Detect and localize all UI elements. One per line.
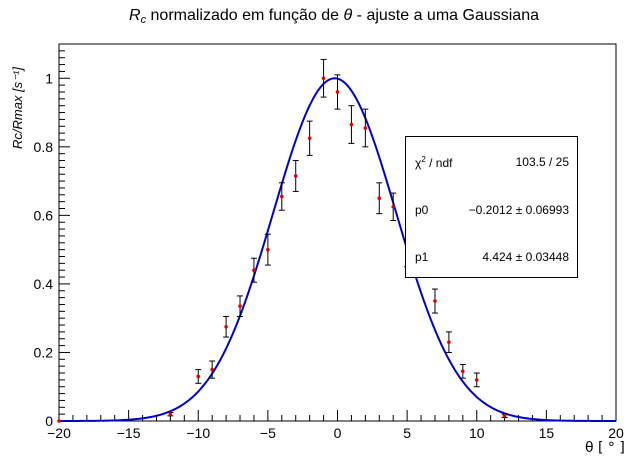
y-tick-label: 0 [45,413,53,429]
stats-row-p0: p0 −0.2012 ± 0.06993 [415,203,569,219]
data-point-group [278,182,285,211]
data-point-group [445,331,452,353]
data-point [447,340,451,344]
x-tick-label: 0 [334,425,342,441]
x-tick-label: −20 [47,425,71,441]
data-point [502,414,507,418]
stats-row-chi2: χ2 / ndf 103.5 / 25 [415,155,569,171]
x-tick-label: −5 [260,425,276,441]
x-tick-label: 15 [539,425,555,441]
data-point-group [209,360,216,379]
data-point-group [390,192,397,222]
stats-value: 103.5 / 25 [515,155,569,169]
data-point-group [320,58,327,98]
title-theta: θ [344,7,353,24]
x-tick-label: 5 [403,425,411,441]
x-tick-label: −10 [186,425,210,441]
stats-key: χ2 / ndf [415,155,453,170]
y-tick-label: 0.6 [34,207,54,223]
data-point [433,299,437,303]
stats-value: 4.424 ± 0.03448 [482,250,569,264]
data-point-group [431,288,438,314]
x-tick-label: 10 [469,425,485,441]
data-point [307,136,312,141]
data-point-group [348,105,355,144]
data-point [293,174,298,178]
data-point-group [376,182,383,215]
y-tick-label: 0.2 [34,344,54,360]
x-tick-label: −15 [117,425,141,441]
data-point-group [459,363,466,379]
title-r: R [129,7,141,24]
data-point [57,419,61,423]
data-point [461,369,465,374]
data-point-group [223,315,230,338]
data-point [321,76,326,81]
data-point-group [306,120,313,156]
y-tick-label: 1 [45,70,53,86]
data-point-group [237,295,244,317]
x-tick-label: 20 [608,425,624,441]
data-point-group [501,413,508,419]
data-point [349,122,354,127]
title-sub: c [141,14,147,26]
data-point [238,304,242,308]
x-axis: −20 −15 −10 −5 0 5 10 15 20 [47,410,624,441]
stats-key: p0 [415,203,429,217]
y-tick-label: 0.4 [34,276,54,292]
data-point [363,126,368,130]
data-point-group [334,74,341,110]
stats-value: −0.2012 ± 0.06993 [468,203,569,217]
chart-title: Rc normalizado em função de θ - ajuste a… [129,7,539,26]
data-point-group [362,108,369,148]
data-point [280,194,284,199]
data-point [391,204,396,209]
data-point-group [250,257,257,283]
data-point [335,90,340,94]
data-point-group [57,419,61,423]
data-point-group [195,369,202,384]
data-point-group [473,372,480,388]
data-point [224,324,228,329]
data-point-group [264,233,271,266]
y-axis: 0 0.2 0.4 0.6 0.8 1 [34,43,70,429]
title-mid: normalizado em função de [146,7,343,24]
data-point [377,196,382,201]
title-suffix: - ajuste a uma Gaussiana [352,7,539,24]
y-tick-label: 0.8 [34,139,54,155]
data-point [252,268,256,273]
data-point [196,374,201,379]
data-point [474,378,479,382]
data-point [168,412,173,416]
data-point-group [292,160,299,192]
data-point [210,367,214,372]
data-point-group [167,411,174,417]
y-axis-label: Rc/Rmax [s⁻¹] [10,67,25,149]
data-point [266,247,270,252]
stats-key: p1 [415,250,429,264]
fit-stats-box: χ2 / ndf 103.5 / 25 p0 −0.2012 ± 0.06993… [405,136,578,278]
x-axis-label: θ [ ° ] [585,440,625,456]
y-axis-label-text: Rc/Rmax [s⁻¹] [10,67,25,149]
stats-row-p1: p1 4.424 ± 0.03448 [415,250,569,266]
